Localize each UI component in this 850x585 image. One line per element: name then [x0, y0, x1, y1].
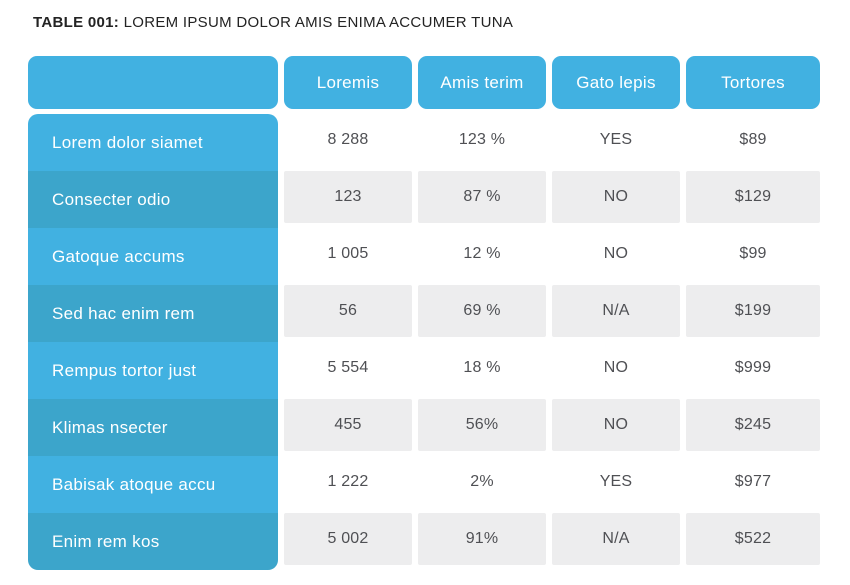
table-row: Rempus tortor just 5 554 18 % NO $999 — [28, 342, 820, 399]
data-cell-loremis: 5 554 — [327, 359, 369, 376]
row-label-cell: Gatoque accums — [28, 228, 278, 285]
data-cell-amis-terim: 56% — [418, 399, 546, 451]
data-cell-tortores: $999 — [734, 359, 772, 376]
data-cell-gato-lepis: NO — [552, 171, 680, 223]
table-row: Gatoque accums 1 005 12 % NO $99 — [28, 228, 820, 285]
data-cell-tortores: $199 — [686, 285, 820, 337]
row-label-cell: Lorem dolor siamet — [28, 114, 278, 171]
data-cell-amis-terim: 123 % — [458, 131, 506, 148]
data-cell-gato-lepis: YES — [599, 473, 633, 490]
data-cell-amis-terim: 2% — [470, 473, 494, 490]
data-cell-loremis: 56 — [284, 285, 412, 337]
row-label-cell: Consecter odio — [28, 171, 278, 228]
table-row: Sed hac enim rem 56 69 % N/A $199 — [28, 285, 820, 342]
data-cell-gato-lepis: NO — [552, 399, 680, 451]
column-header-gato-lepis: Gato lepis — [552, 56, 680, 109]
row-label-cell: Sed hac enim rem — [28, 285, 278, 342]
data-cell-gato-lepis: NO — [603, 359, 629, 376]
column-header-tortores: Tortores — [686, 56, 820, 109]
data-cell-loremis: 8 288 — [327, 131, 369, 148]
header-corner-cell — [28, 56, 278, 109]
table-title-label: TABLE 001: — [33, 14, 120, 31]
row-label-cell: Enim rem kos — [28, 513, 278, 570]
table-row: Enim rem kos 5 002 91% N/A $522 — [28, 513, 820, 570]
data-cell-amis-terim: 18 % — [463, 359, 501, 376]
data-cell-tortores: $245 — [686, 399, 820, 451]
data-cell-loremis: 123 — [284, 171, 412, 223]
data-cell-loremis: 1 222 — [327, 473, 369, 490]
data-cell-gato-lepis: N/A — [552, 285, 680, 337]
data-cell-loremis: 455 — [284, 399, 412, 451]
column-header-amis-terim: Amis terim — [418, 56, 546, 109]
page: TABLE 001: LOREM IPSUM DOLOR AMIS ENIMA A… — [0, 14, 850, 585]
data-cell-amis-terim: 69 % — [418, 285, 546, 337]
row-label-cell: Rempus tortor just — [28, 342, 278, 399]
data-cell-tortores: $129 — [686, 171, 820, 223]
data-cell-loremis: 5 002 — [284, 513, 412, 565]
table-header-row: Loremis Amis terim Gato lepis Tortores — [28, 56, 820, 109]
row-label-cell: Klimas nsecter — [28, 399, 278, 456]
table-body: Lorem dolor siamet 8 288 123 % YES $89 C… — [28, 114, 820, 570]
data-cell-tortores: $99 — [739, 245, 767, 262]
table-row: Lorem dolor siamet 8 288 123 % YES $89 — [28, 114, 820, 171]
table-title-text: LOREM IPSUM DOLOR AMIS ENIMA ACCUMER TUN… — [123, 14, 514, 31]
table-row: Consecter odio 123 87 % NO $129 — [28, 171, 820, 228]
data-cell-amis-terim: 91% — [418, 513, 546, 565]
table-title: TABLE 001: LOREM IPSUM DOLOR AMIS ENIMA A… — [33, 14, 850, 31]
data-cell-amis-terim: 87 % — [418, 171, 546, 223]
data-table: Loremis Amis terim Gato lepis Tortores L… — [28, 56, 820, 570]
data-cell-loremis: 1 005 — [327, 245, 369, 262]
row-label-cell: Babisak atoque accu — [28, 456, 278, 513]
data-cell-gato-lepis: YES — [599, 131, 633, 148]
data-cell-tortores: $977 — [734, 473, 772, 490]
data-cell-gato-lepis: N/A — [552, 513, 680, 565]
table-row: Klimas nsecter 455 56% NO $245 — [28, 399, 820, 456]
data-cell-tortores: $522 — [686, 513, 820, 565]
column-header-loremis: Loremis — [284, 56, 412, 109]
data-cell-amis-terim: 12 % — [463, 245, 501, 262]
data-cell-tortores: $89 — [739, 131, 767, 148]
table-row: Babisak atoque accu 1 222 2% YES $977 — [28, 456, 820, 513]
data-cell-gato-lepis: NO — [603, 245, 629, 262]
